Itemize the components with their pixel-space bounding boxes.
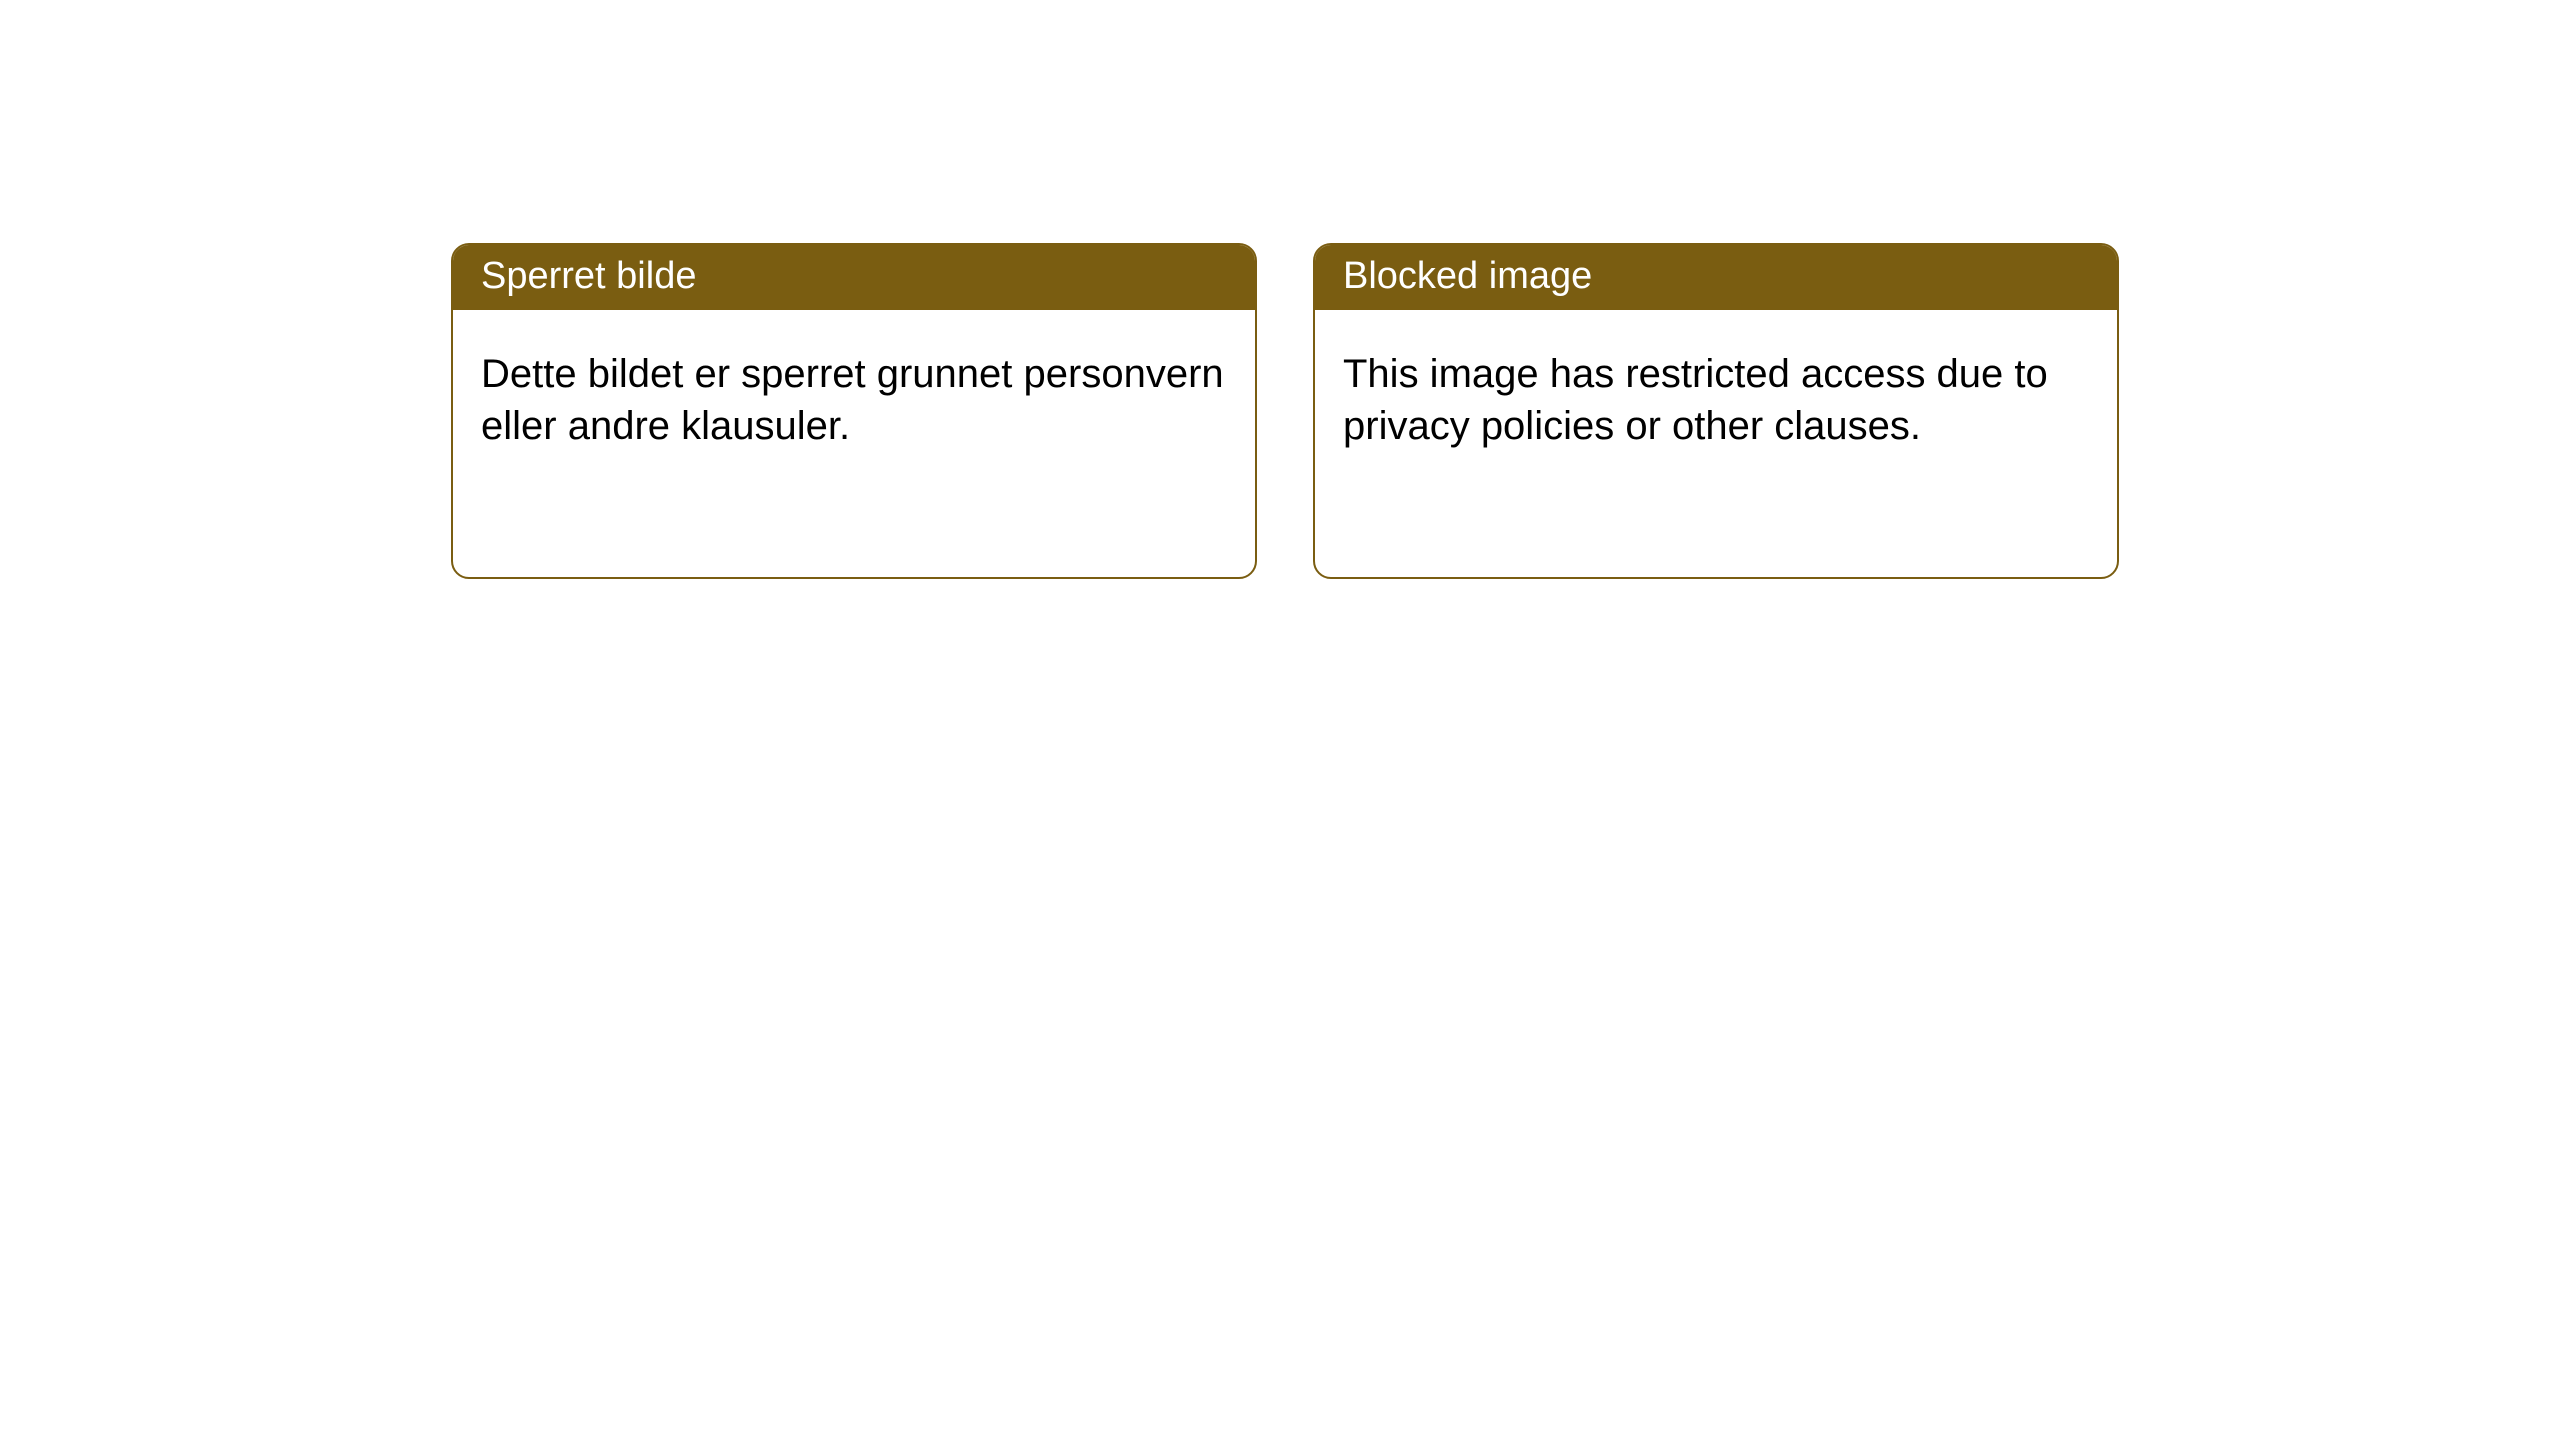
notice-card-english: Blocked image This image has restricted …: [1313, 243, 2119, 579]
card-body: This image has restricted access due to …: [1315, 310, 2117, 480]
card-header: Blocked image: [1315, 245, 2117, 310]
card-message: Dette bildet er sperret grunnet personve…: [481, 352, 1224, 448]
card-body: Dette bildet er sperret grunnet personve…: [453, 310, 1255, 480]
card-header: Sperret bilde: [453, 245, 1255, 310]
card-title: Blocked image: [1343, 255, 1592, 297]
notice-container: Sperret bilde Dette bildet er sperret gr…: [0, 0, 2560, 579]
card-message: This image has restricted access due to …: [1343, 352, 2048, 448]
notice-card-norwegian: Sperret bilde Dette bildet er sperret gr…: [451, 243, 1257, 579]
card-title: Sperret bilde: [481, 255, 696, 297]
